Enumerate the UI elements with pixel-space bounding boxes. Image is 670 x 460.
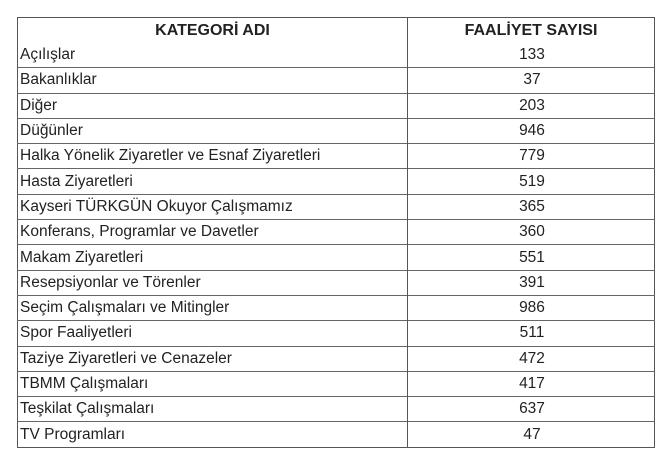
category-cell: Resepsiyonlar ve Törenler [17, 269, 408, 296]
table-row: Düğünler 946 [17, 117, 655, 144]
table-row: Teşkilat Çalışmaları 637 [17, 396, 655, 422]
count-cell: 511 [407, 320, 655, 347]
table-row: Taziye Ziyaretleri ve Cenazeler 472 [17, 345, 655, 372]
category-cell: Teşkilat Çalışmaları [17, 396, 408, 422]
category-cell: Spor Faaliyetleri [17, 320, 408, 347]
category-cell: Açılışlar [20, 46, 76, 64]
category-cell: Bakanlıklar [17, 67, 408, 94]
category-cell: TV Programları [17, 421, 408, 448]
table-row: Spor Faaliyetleri 511 [17, 320, 655, 347]
count-cell: 391 [407, 269, 655, 296]
count-cell: 472 [407, 345, 655, 372]
count-cell: 203 [407, 92, 655, 119]
count-cell: 37 [407, 67, 655, 94]
count-cell: 133 [407, 43, 655, 68]
count-cell: 519 [407, 168, 655, 195]
header-count: FAALİYET SAYISI [407, 17, 655, 43]
table-row: Halka Yönelik Ziyaretler ve Esnaf Ziyare… [17, 143, 655, 169]
category-cell: Seçim Çalışmaları ve Mitingler [17, 294, 408, 321]
header-row: KATEGORİ ADI FAALİYET SAYISI [18, 17, 655, 43]
count-cell: 779 [407, 143, 655, 169]
category-cell: Düğünler [17, 117, 408, 144]
count-cell: 365 [407, 193, 655, 220]
table-row: Konferans, Programlar ve Davetler 360 [17, 219, 655, 245]
header-category: KATEGORİ ADI [155, 21, 270, 39]
table-row: Seçim Çalışmaları ve Mitingler 986 [17, 294, 655, 321]
table-row: Resepsiyonlar ve Törenler 391 [17, 269, 655, 296]
table-row: TBMM Çalışmaları 417 [17, 370, 655, 397]
category-cell: Hasta Ziyaretleri [17, 168, 408, 195]
count-cell: 637 [407, 396, 655, 422]
table-row: TV Programları 47 [17, 421, 655, 448]
category-cell: Makam Ziyaretleri [17, 244, 408, 271]
category-cell: Taziye Ziyaretleri ve Cenazeler [17, 345, 408, 372]
category-cell: Konferans, Programlar ve Davetler [17, 219, 408, 245]
category-cell: Diğer [17, 92, 408, 119]
activity-table: KATEGORİ ADI FAALİYET SAYISI Açılışlar 13… [17, 17, 655, 448]
table-row: Bakanlıklar 37 [17, 67, 655, 94]
table-row: Kayseri TÜRKGÜN Okuyor Çalışmamız 365 [17, 193, 655, 220]
count-cell: 360 [407, 219, 655, 245]
category-cell: Kayseri TÜRKGÜN Okuyor Çalışmamız [17, 193, 408, 220]
table-row: Açılışlar 133 [18, 43, 655, 68]
count-cell: 47 [407, 421, 655, 448]
category-cell: TBMM Çalışmaları [17, 370, 408, 397]
table-row: Makam Ziyaretleri 551 [17, 244, 655, 271]
category-cell: Halka Yönelik Ziyaretler ve Esnaf Ziyare… [17, 143, 408, 169]
count-cell: 551 [407, 244, 655, 271]
count-cell: 417 [407, 370, 655, 397]
table-row: Hasta Ziyaretleri 519 [17, 168, 655, 195]
count-cell: 986 [407, 294, 655, 321]
count-cell: 946 [407, 117, 655, 144]
table-row: Diğer 203 [17, 92, 655, 119]
